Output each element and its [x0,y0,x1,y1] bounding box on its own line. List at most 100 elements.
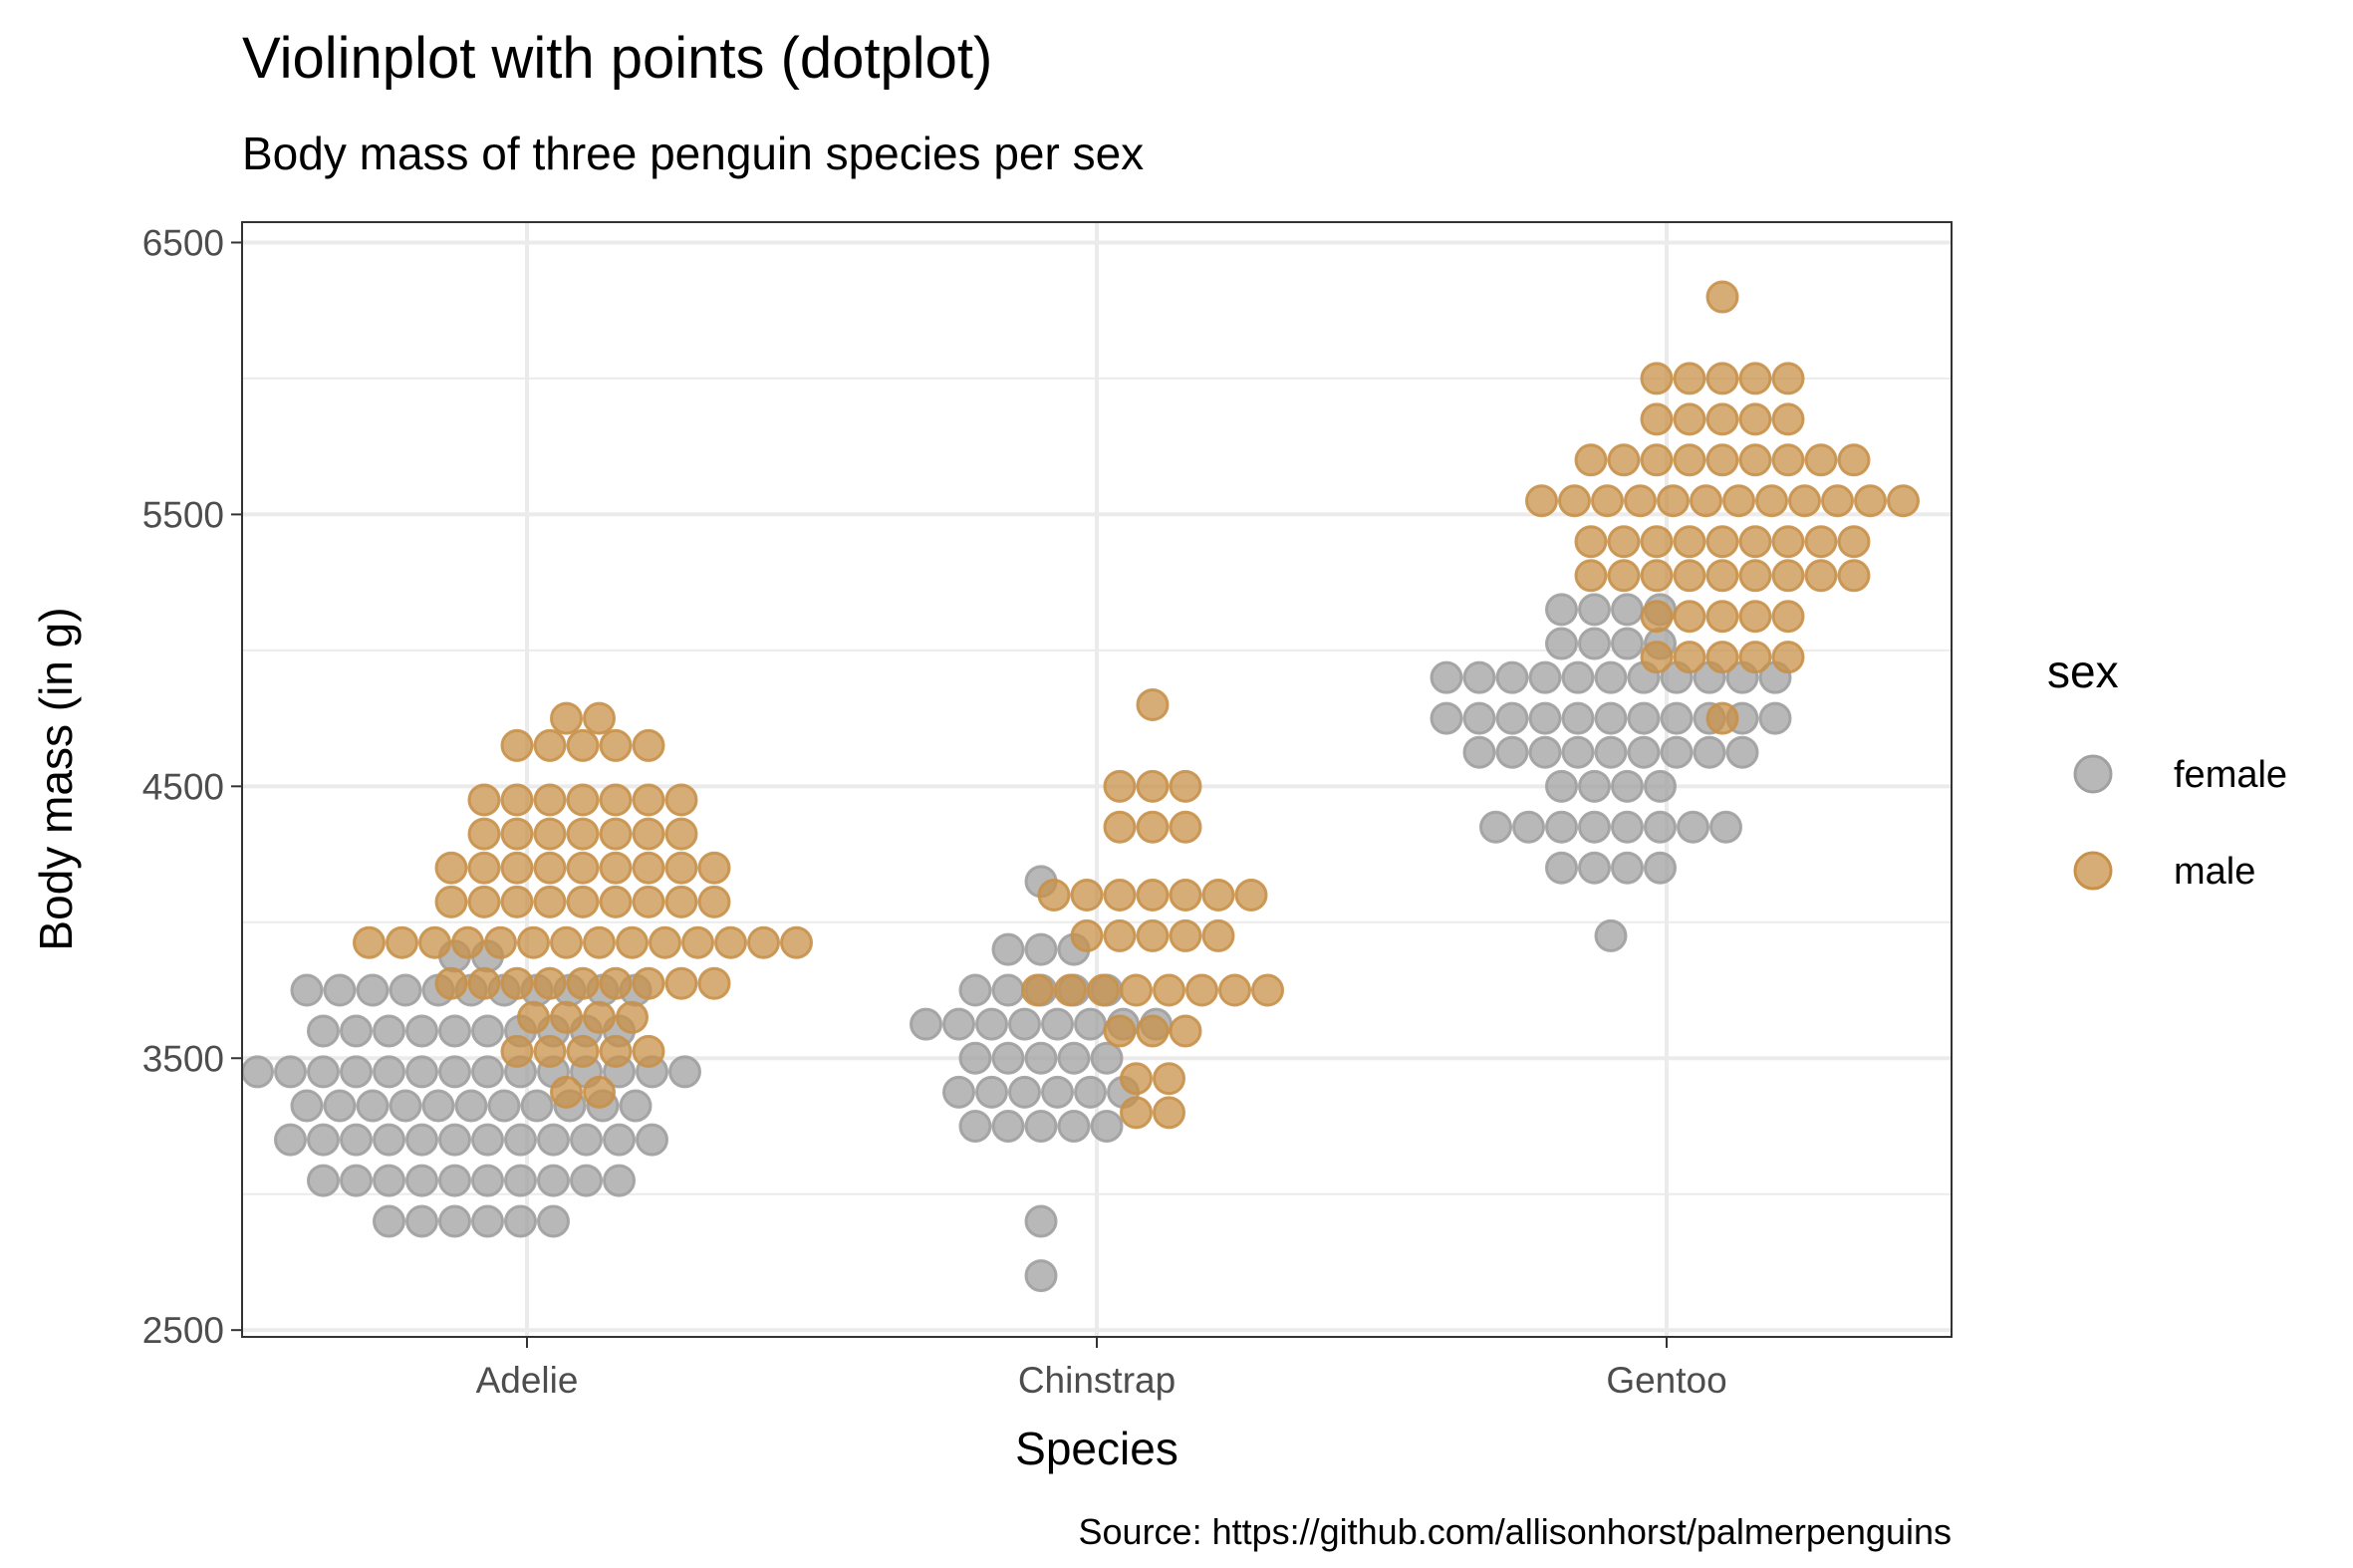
dot-female-gentoo [1528,701,1562,735]
legend: sex female male [2047,646,2287,893]
dot-male-adelie [467,885,501,918]
dot-female-adelie [290,973,324,1007]
dot-male-adelie [353,925,386,959]
dot-male-adelie [500,966,534,1000]
dot-male-gentoo [1673,362,1706,395]
y-tick-label: 6500 [142,222,224,263]
dot-female-adelie [373,1055,405,1089]
legend-label-male: male [2174,851,2255,893]
dot-female-gentoo [1545,769,1578,803]
dot-male-gentoo [1673,600,1706,634]
dot-male-adelie [747,925,780,959]
dot-male-gentoo [1574,525,1608,559]
dot-male-chinstrap [1103,810,1137,844]
dot-male-gentoo [1788,484,1821,518]
dot-female-adelie [405,1014,438,1048]
dot-female-chinstrap [958,973,992,1007]
dot-male-gentoo [1690,484,1722,518]
dot-male-adelie [632,783,665,817]
dot-male-gentoo [1804,559,1838,593]
dot-female-gentoo [1611,769,1644,803]
dot-male-adelie [649,925,681,959]
dot-male-chinstrap [1169,1014,1202,1048]
dot-male-adelie [632,1034,665,1068]
dot-female-gentoo [1725,735,1759,769]
dot-female-chinstrap [1024,1041,1058,1075]
dot-male-gentoo [1673,402,1706,436]
dot-female-gentoo [1545,810,1578,844]
dot-male-chinstrap [1153,973,1185,1007]
y-tick-label: 5500 [142,494,224,535]
dot-male-adelie [533,885,567,918]
dot-female-gentoo [1709,810,1742,844]
dot-male-adelie [566,728,600,762]
chart-subtitle: Body mass of three penguin species per s… [242,128,1144,179]
y-tick-label: 4500 [142,766,224,807]
dot-male-chinstrap [1136,810,1170,844]
dot-male-adelie [697,885,731,918]
dot-male-gentoo [1722,484,1755,518]
dot-male-gentoo [1640,525,1674,559]
dot-female-adelie [323,973,357,1007]
dot-male-gentoo [1705,559,1739,593]
dot-female-chinstrap [1024,1259,1058,1293]
dot-female-adelie [307,1014,340,1048]
dot-female-chinstrap [1041,1007,1074,1041]
dot-male-gentoo [1640,600,1674,634]
dot-female-adelie [504,1123,537,1157]
y-tick-label: 2500 [142,1310,224,1351]
dot-male-gentoo [1558,484,1591,518]
dot-female-gentoo [1578,769,1611,803]
dot-male-gentoo [1705,280,1739,314]
dot-female-chinstrap [1057,1041,1091,1075]
dot-male-adelie [583,701,616,735]
dot-male-adelie [500,851,534,885]
dot-female-gentoo [1578,627,1611,660]
dot-male-gentoo [1657,484,1690,518]
legend-key-female [2073,754,2113,794]
dot-female-gentoo [1758,701,1792,735]
dot-female-gentoo [1545,627,1578,660]
dot-male-chinstrap [1120,1062,1153,1096]
dot-female-adelie [290,1089,324,1123]
dot-male-chinstrap [1251,973,1284,1007]
dot-male-adelie [632,966,665,1000]
dot-male-gentoo [1607,443,1641,477]
dot-female-chinstrap [1024,1109,1058,1143]
dot-male-adelie [616,925,649,959]
dot-male-adelie [664,783,698,817]
dot-male-adelie [533,1034,567,1068]
dot-female-gentoo [1611,851,1644,885]
dot-male-adelie [664,817,698,851]
dot-male-adelie [583,1075,616,1109]
x-tick-label: Chinstrap [1018,1360,1176,1401]
dot-female-adelie [373,1123,405,1157]
dot-male-chinstrap [1169,878,1202,912]
dot-male-adelie [500,885,534,918]
dot-male-adelie [484,925,517,959]
dot-male-chinstrap [1136,878,1170,912]
dot-male-adelie [434,966,468,1000]
legend-key-male [2073,851,2113,891]
dot-female-adelie [570,1164,603,1197]
dot-female-gentoo [1479,810,1512,844]
dot-female-adelie [504,1204,537,1238]
dot-male-adelie [583,925,616,959]
dot-female-adelie [471,1055,504,1089]
dot-female-gentoo [1462,701,1496,735]
dot-male-chinstrap [1021,973,1054,1007]
dot-female-adelie [471,1204,504,1238]
dot-male-adelie [517,925,550,959]
dot-male-gentoo [1591,484,1624,518]
dot-male-gentoo [1854,484,1887,518]
dot-male-adelie [681,925,714,959]
dot-female-adelie [487,1089,521,1123]
dot-female-adelie [570,1123,603,1157]
dot-female-gentoo [1578,851,1611,885]
dot-male-gentoo [1624,484,1657,518]
dot-male-adelie [500,728,534,762]
dot-female-gentoo [1611,810,1644,844]
dot-female-adelie [389,973,422,1007]
dot-female-adelie [389,1089,422,1123]
dot-male-adelie [566,851,600,885]
